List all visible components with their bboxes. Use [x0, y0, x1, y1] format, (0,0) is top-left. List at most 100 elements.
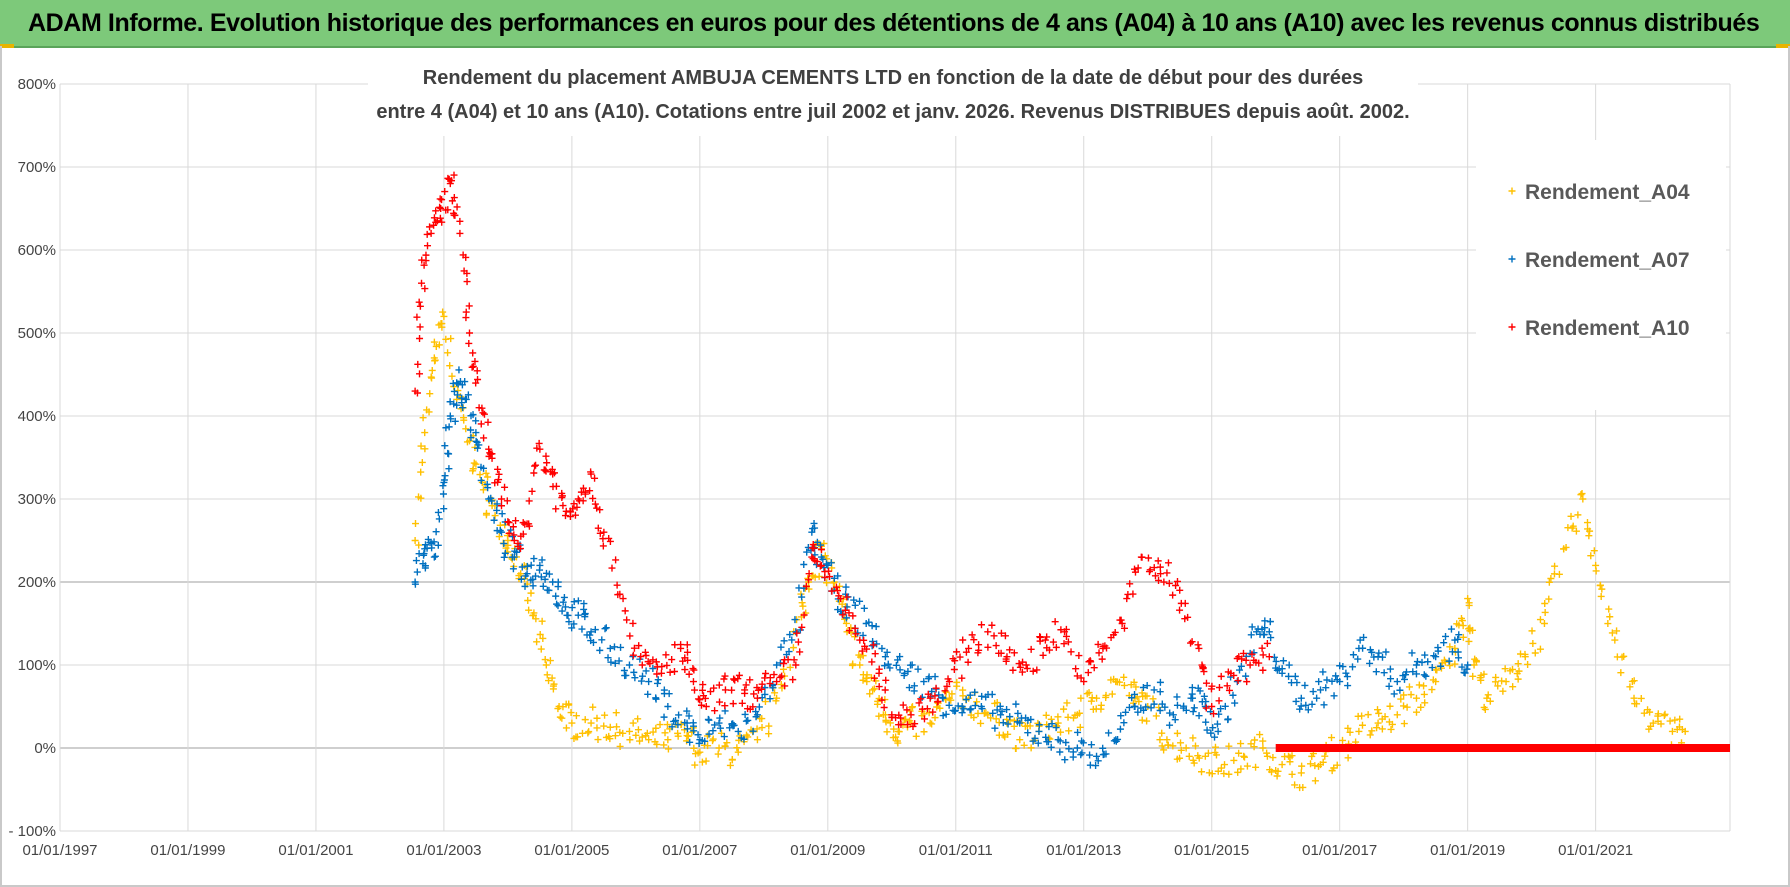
data-point — [571, 511, 579, 519]
data-point — [1045, 646, 1053, 654]
data-point — [1372, 668, 1380, 676]
data-point — [1069, 714, 1077, 722]
data-point — [761, 698, 769, 706]
data-point — [882, 718, 890, 726]
data-point — [1203, 726, 1211, 734]
data-point — [1198, 768, 1206, 776]
data-point — [625, 727, 633, 735]
data-point — [1375, 649, 1383, 657]
data-point — [683, 707, 691, 715]
data-point — [541, 656, 549, 664]
data-point — [421, 562, 429, 570]
data-point — [585, 728, 593, 736]
data-point — [434, 541, 442, 549]
data-point — [654, 676, 662, 684]
x-tick-label: 01/01/2013 — [1046, 842, 1121, 859]
data-point — [808, 528, 816, 536]
data-point — [1169, 591, 1177, 599]
data-point — [1330, 764, 1338, 772]
data-point — [435, 515, 443, 523]
data-point — [1231, 699, 1239, 707]
data-point — [1358, 712, 1366, 720]
data-point — [668, 723, 676, 731]
data-point — [817, 561, 825, 569]
data-point — [591, 626, 599, 634]
data-point — [517, 575, 525, 583]
data-point — [1509, 683, 1517, 691]
data-point — [531, 462, 539, 470]
data-point — [629, 651, 637, 659]
data-point — [1062, 632, 1070, 640]
data-point — [453, 379, 461, 387]
data-point — [869, 637, 877, 645]
data-point — [462, 425, 470, 433]
data-point — [530, 609, 538, 617]
data-point — [446, 398, 454, 406]
data-point — [561, 603, 569, 611]
y-tick-label: - 100% — [8, 823, 56, 840]
data-point — [538, 556, 546, 564]
data-point — [734, 748, 742, 756]
data-point — [469, 467, 477, 475]
data-point — [942, 688, 950, 696]
data-point — [1657, 720, 1665, 728]
data-point — [789, 676, 797, 684]
data-point — [440, 505, 448, 513]
data-point — [754, 686, 762, 694]
data-point — [596, 506, 604, 514]
data-point — [621, 607, 629, 615]
data-point — [734, 727, 742, 735]
data-point — [945, 701, 953, 709]
data-point — [958, 674, 966, 682]
data-point — [1123, 595, 1131, 603]
data-point — [438, 196, 446, 204]
data-point — [968, 631, 976, 639]
data-point — [612, 709, 620, 717]
data-point — [418, 458, 426, 466]
data-point — [786, 631, 794, 639]
data-point — [1142, 703, 1150, 711]
data-point — [439, 490, 447, 498]
data-point — [1382, 648, 1390, 656]
data-point — [1408, 649, 1416, 657]
data-point — [1319, 758, 1327, 766]
data-point — [977, 621, 985, 629]
data-point — [453, 401, 461, 409]
scatter-chart: - 100% 0% 100% 200% 300% 400% 500% 600% 700% 800%… — [8, 52, 1731, 859]
data-point — [959, 692, 967, 700]
data-point — [546, 657, 554, 665]
data-point — [474, 375, 482, 383]
data-point — [610, 643, 618, 651]
data-point — [482, 511, 490, 519]
data-point — [826, 573, 834, 581]
data-point — [911, 720, 919, 728]
data-point — [649, 664, 657, 672]
data-point — [1446, 662, 1454, 670]
data-point — [653, 670, 661, 678]
data-point — [536, 561, 544, 569]
data-point — [1577, 491, 1585, 499]
data-point — [1035, 727, 1043, 735]
data-point — [470, 459, 478, 467]
data-point — [875, 712, 883, 720]
data-point — [1529, 639, 1537, 647]
data-point — [1297, 694, 1305, 702]
data-point — [1129, 590, 1137, 598]
data-point — [523, 562, 531, 570]
data-point — [1567, 512, 1575, 520]
data-point — [928, 720, 936, 728]
data-point — [1630, 677, 1638, 685]
data-point — [542, 661, 550, 669]
data-point — [905, 684, 913, 692]
y-tick-label: 600% — [18, 242, 56, 259]
data-point — [568, 719, 576, 727]
data-point — [1033, 666, 1041, 674]
data-point — [1004, 720, 1012, 728]
data-point — [741, 689, 749, 697]
data-point — [589, 703, 597, 711]
data-point — [427, 229, 435, 237]
data-point — [1145, 568, 1153, 576]
data-point — [467, 426, 475, 434]
data-point — [436, 203, 444, 211]
data-point — [974, 709, 982, 717]
